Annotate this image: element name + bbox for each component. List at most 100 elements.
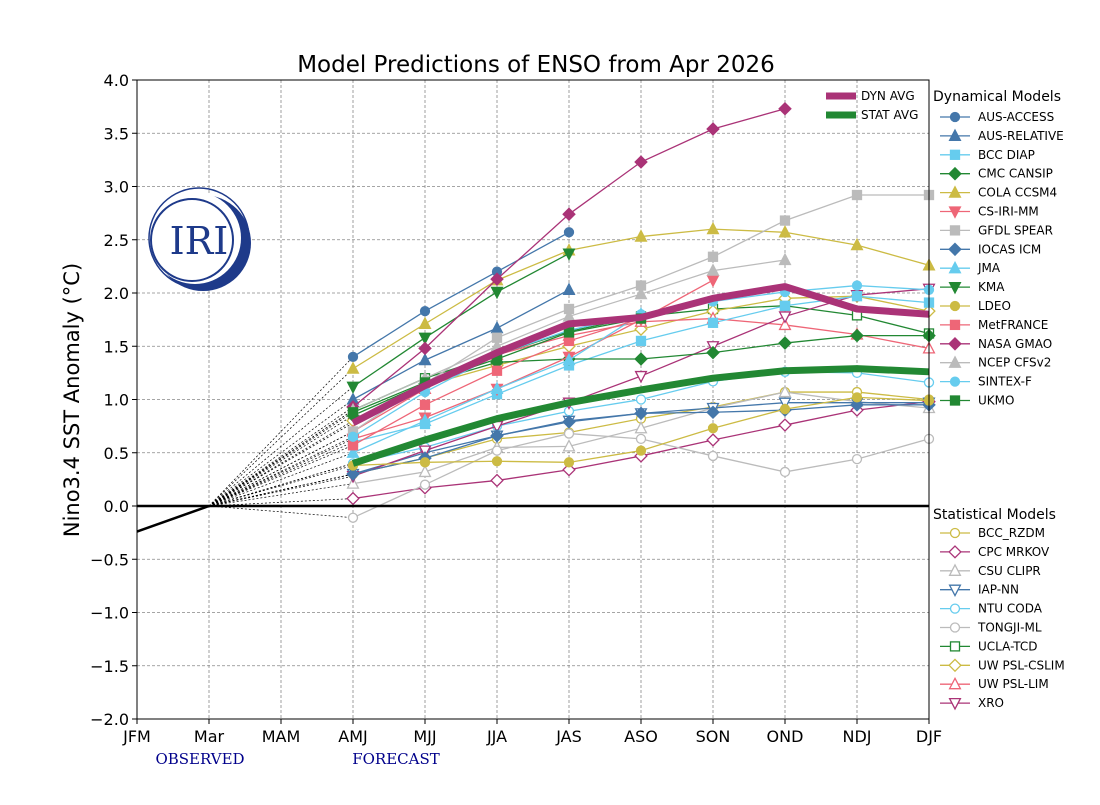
connector-line — [208, 438, 354, 507]
data-point — [706, 405, 720, 420]
connector-line — [208, 386, 354, 507]
data-point — [562, 415, 576, 429]
legend-marker — [949, 622, 961, 633]
y-tick-label: −0.5 — [90, 550, 129, 569]
data-point — [778, 397, 792, 410]
x-tick-label: DJF — [916, 727, 942, 746]
data-point — [562, 463, 576, 477]
legend-marker — [948, 545, 962, 559]
connector-line — [208, 415, 354, 507]
connector-line — [208, 399, 354, 507]
y-tick-label: −1.5 — [90, 657, 129, 676]
connector-line — [208, 463, 354, 507]
data-point — [850, 237, 864, 251]
x-tick-label: Mar — [194, 727, 225, 746]
data-point — [419, 479, 431, 490]
legend-label: IOCAS ICM — [978, 242, 1041, 256]
data-point — [706, 345, 720, 360]
data-point — [778, 225, 792, 238]
legend-label: TONGJI-ML — [977, 621, 1042, 635]
connector-line — [208, 409, 354, 507]
legend-marker — [949, 527, 961, 539]
data-point — [706, 263, 720, 276]
forecast-label: FORECAST — [352, 750, 440, 768]
data-point — [707, 423, 719, 434]
data-point — [346, 381, 360, 394]
legend-marker — [948, 206, 962, 219]
legend-label: CPC MRKOV — [978, 545, 1050, 559]
y-tick-label: 3.0 — [104, 178, 129, 197]
chart-title: Model Predictions of ENSO from Apr 2026 — [297, 52, 775, 78]
data-point — [779, 300, 791, 311]
legend-label: NTU CODA — [978, 602, 1043, 616]
data-point — [778, 336, 792, 350]
data-point — [347, 431, 359, 442]
legend-marker — [948, 260, 962, 274]
legend-marker — [948, 185, 962, 198]
legend-label: IAP-NN — [978, 583, 1019, 597]
series-nasa-gmao — [346, 101, 792, 414]
connector-line — [208, 452, 354, 507]
data-point — [634, 370, 648, 384]
x-tick-label: SON — [696, 727, 731, 746]
data-point — [707, 450, 719, 462]
data-point — [562, 207, 576, 221]
legend-marker — [948, 166, 962, 181]
data-point — [779, 403, 791, 415]
data-point — [419, 399, 431, 410]
iri-logo: IRI — [148, 187, 251, 291]
data-point — [418, 413, 432, 426]
x-tick-label: MAM — [262, 727, 301, 746]
data-point — [707, 317, 719, 328]
legend-marker — [949, 376, 961, 387]
series-line — [352, 289, 570, 401]
data-point — [850, 398, 864, 412]
data-point — [634, 420, 648, 434]
y-axis-label: Nino3.4 SST Anomaly (°C) — [60, 263, 84, 537]
legend-label: CSU CLIPR — [978, 564, 1041, 578]
data-point — [562, 282, 576, 295]
observed-label: OBSERVED — [155, 750, 244, 768]
data-point — [779, 466, 791, 478]
y-tick-label: −1.0 — [90, 604, 129, 623]
legend-label: NASA GMAO — [978, 337, 1052, 351]
legend-marker — [948, 584, 962, 597]
series-dyn-avg — [351, 283, 930, 427]
series-line — [352, 253, 570, 388]
data-point — [490, 286, 504, 300]
legend-label: AUS-ACCESS — [978, 110, 1054, 124]
legend-label: MetFRANCE — [978, 318, 1048, 332]
connector-line — [208, 483, 354, 507]
data-point — [634, 286, 648, 300]
legend-marker — [949, 395, 961, 406]
x-tick-label: JJA — [486, 727, 507, 746]
data-point — [706, 275, 720, 288]
x-tick-label: OND — [767, 727, 804, 746]
connector-line — [208, 431, 354, 507]
data-point — [706, 221, 720, 235]
data-point — [490, 428, 504, 443]
legend-marker — [949, 319, 961, 331]
legend-label: STAT AVG — [861, 108, 918, 122]
data-point — [850, 328, 864, 343]
data-point — [418, 332, 432, 345]
x-tick-label: JAS — [555, 727, 582, 746]
y-tick-label: 0.0 — [104, 497, 129, 516]
legend-label: AUS-RELATIVE — [978, 129, 1064, 143]
data-point — [419, 305, 431, 317]
legend-title: Dynamical Models — [933, 89, 1061, 105]
data-point — [346, 491, 360, 506]
y-tick-label: 2.0 — [104, 284, 129, 303]
y-tick-label: 2.5 — [104, 231, 129, 250]
legend-marker — [948, 355, 962, 368]
x-tick-label: JFM — [122, 727, 151, 746]
legend-marker — [948, 676, 962, 690]
legend-marker — [949, 300, 961, 312]
data-point — [635, 433, 647, 445]
legend-marker — [948, 563, 962, 576]
legend-label: BCC DIAP — [978, 148, 1035, 162]
data-point — [346, 445, 360, 458]
legend-marker — [949, 149, 961, 160]
data-point — [707, 251, 719, 262]
legend-label: BCC_RZDM — [978, 526, 1045, 540]
